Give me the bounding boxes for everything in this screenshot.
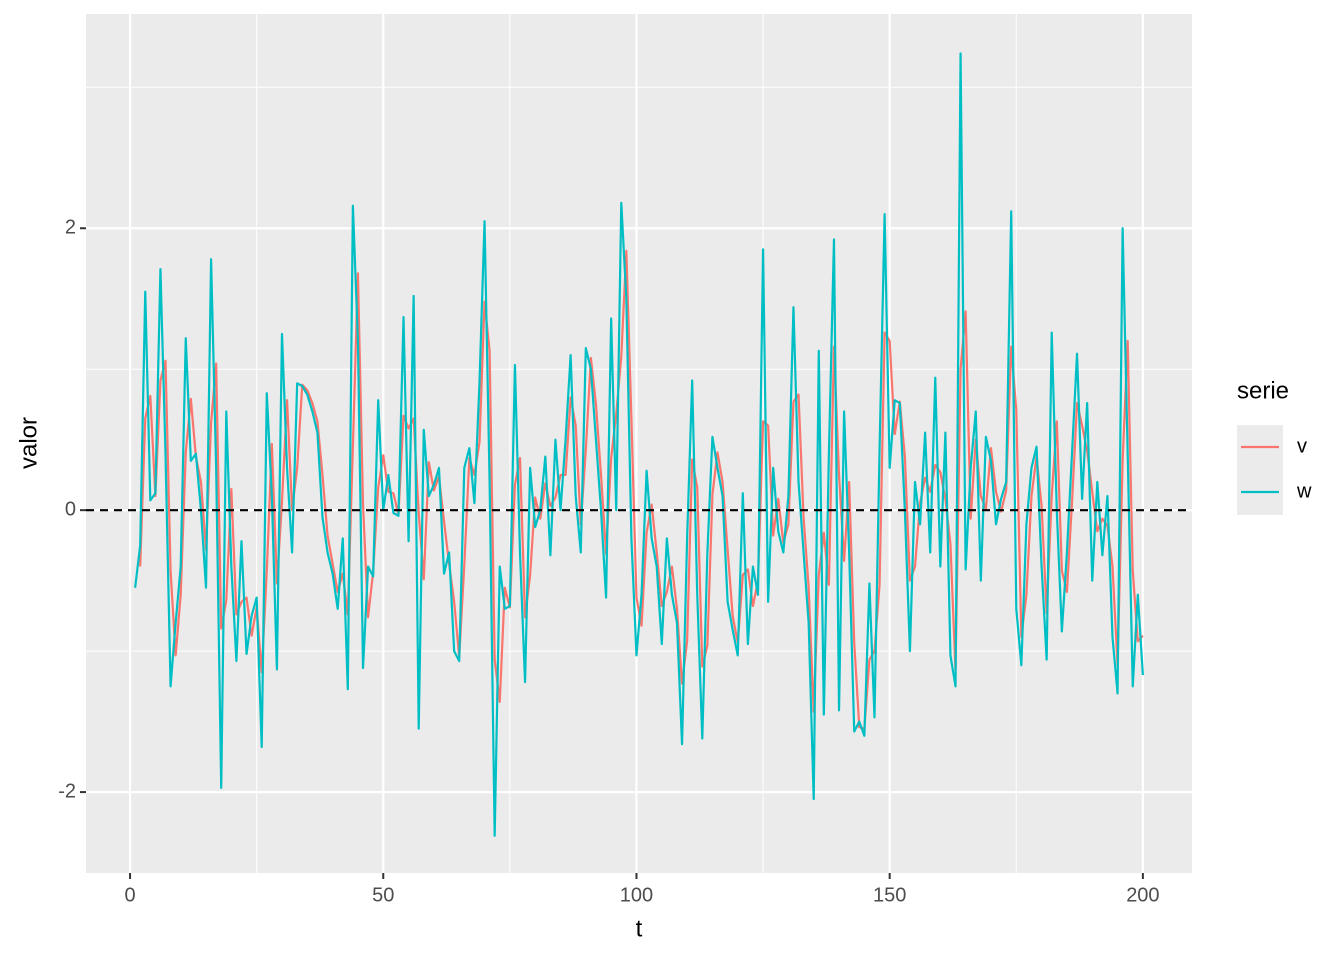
x-tick-label: 150	[873, 884, 906, 906]
panel	[86, 14, 1192, 873]
legend-label: w	[1296, 480, 1312, 502]
y-tick-label: 2	[65, 217, 76, 239]
x-tick-label: 50	[372, 884, 394, 906]
x-tick-label: 0	[124, 884, 135, 906]
legend-label: v	[1297, 435, 1307, 457]
y-tick-label: 0	[65, 498, 76, 520]
x-axis-title: t	[636, 915, 643, 942]
y-axis-title: valor	[15, 417, 42, 469]
x-tick-label: 200	[1126, 884, 1159, 906]
series-line	[134, 52, 1144, 837]
legend-title: serie	[1237, 377, 1289, 404]
x-tick-label: 100	[620, 884, 653, 906]
y-tick-label: -2	[58, 780, 76, 802]
